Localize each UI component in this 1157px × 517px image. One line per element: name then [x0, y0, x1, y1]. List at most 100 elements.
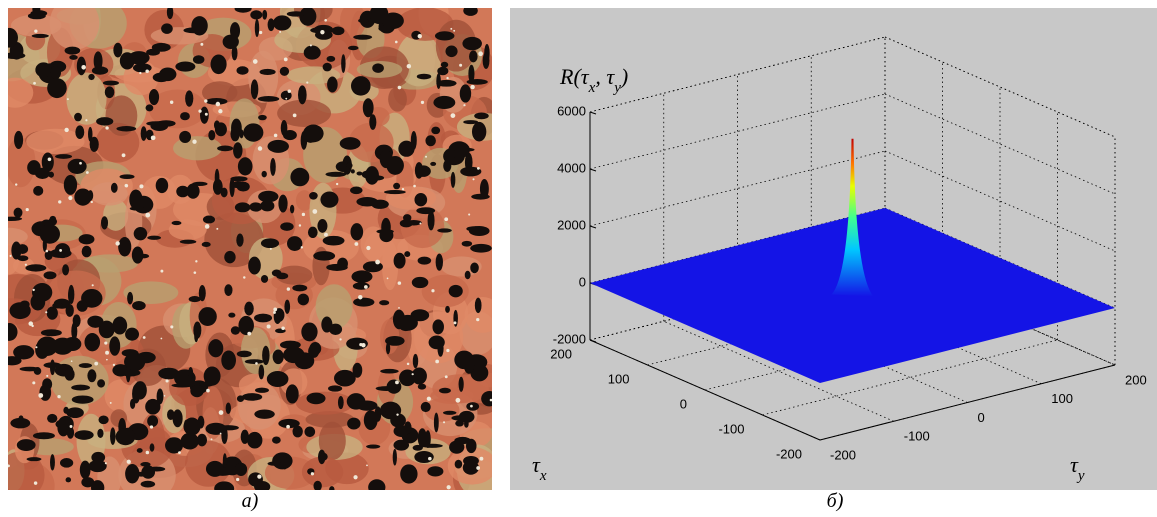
grain: [276, 272, 289, 280]
label-part: x: [588, 80, 596, 96]
grain: [36, 336, 58, 356]
grain: [406, 467, 411, 474]
grain: [375, 259, 381, 265]
grain: [98, 415, 109, 425]
grain: [28, 321, 34, 326]
grain: [66, 98, 69, 101]
grain: [273, 307, 278, 312]
grain: [139, 184, 144, 189]
grain: [417, 428, 427, 448]
grain: [385, 186, 437, 210]
grain: [353, 34, 373, 40]
grain: [398, 307, 400, 309]
grain: [49, 359, 56, 376]
grain: [379, 228, 394, 243]
grain: [220, 187, 228, 198]
grain: [331, 26, 345, 36]
grain: [94, 361, 99, 366]
grain: [259, 30, 263, 35]
grain: [47, 157, 52, 162]
grain: [149, 425, 154, 429]
grain: [459, 63, 463, 67]
grain: [161, 23, 173, 34]
grain: [414, 450, 434, 464]
grain: [398, 140, 415, 157]
grain: [303, 124, 324, 143]
grain: [128, 51, 150, 65]
grain: [105, 95, 138, 137]
grid-line: [589, 150, 886, 227]
grain: [458, 410, 475, 423]
grain: [385, 335, 405, 346]
grain: [313, 480, 322, 490]
grain: [285, 384, 299, 404]
grain: [427, 210, 435, 231]
grain: [81, 65, 86, 70]
grain: [304, 426, 316, 438]
grain: [54, 243, 71, 259]
grain: [454, 436, 471, 445]
grain: [230, 181, 245, 189]
grain: [419, 222, 422, 225]
grain: [276, 265, 313, 285]
grain: [8, 227, 28, 246]
grain: [320, 191, 339, 208]
grain: [366, 245, 371, 251]
grain: [463, 120, 479, 125]
grain: [176, 185, 190, 198]
grain: [258, 190, 279, 203]
grain: [166, 8, 174, 20]
grain: [386, 379, 402, 394]
grain: [363, 410, 378, 431]
grain: [216, 227, 219, 230]
grain: [350, 169, 355, 174]
grain: [18, 415, 24, 422]
grain: [382, 12, 404, 29]
grain: [205, 460, 224, 477]
grid-line: [589, 264, 886, 341]
grain: [453, 321, 457, 325]
grain: [272, 452, 293, 470]
grain: [126, 459, 131, 464]
grain: [414, 193, 428, 207]
grain: [466, 78, 488, 85]
grain: [445, 45, 458, 58]
grain: [27, 12, 46, 20]
grain: [35, 62, 52, 78]
grain: [267, 18, 275, 32]
grain: [74, 188, 92, 206]
grain: [185, 90, 194, 107]
grain: [34, 29, 38, 33]
grain: [481, 390, 492, 407]
caption: б): [827, 490, 844, 512]
grain: [417, 256, 432, 265]
grain: [180, 112, 190, 121]
grain: [231, 45, 238, 61]
grain: [254, 313, 273, 323]
grain: [115, 428, 136, 446]
z-tick-label: 4000: [557, 160, 586, 175]
grain: [192, 55, 205, 64]
axis-label: R(τx, τy): [559, 64, 628, 96]
grain: [286, 11, 306, 17]
grain: [309, 192, 318, 200]
grain: [8, 27, 18, 48]
grain: [33, 185, 44, 196]
grain: [198, 109, 202, 113]
grain: [192, 139, 197, 144]
grain: [218, 109, 223, 114]
grain: [282, 455, 288, 470]
grain: [191, 16, 208, 36]
grid-line: [589, 339, 821, 441]
grain: [306, 392, 326, 405]
grain: [230, 22, 241, 40]
grain: [69, 54, 78, 60]
grain: [358, 294, 363, 300]
grain: [252, 59, 258, 64]
grain: [297, 85, 307, 105]
z-tick-label: 2000: [557, 217, 586, 232]
grain: [260, 200, 275, 212]
grain: [148, 88, 160, 106]
grain: [328, 385, 343, 392]
grain: [468, 213, 471, 216]
